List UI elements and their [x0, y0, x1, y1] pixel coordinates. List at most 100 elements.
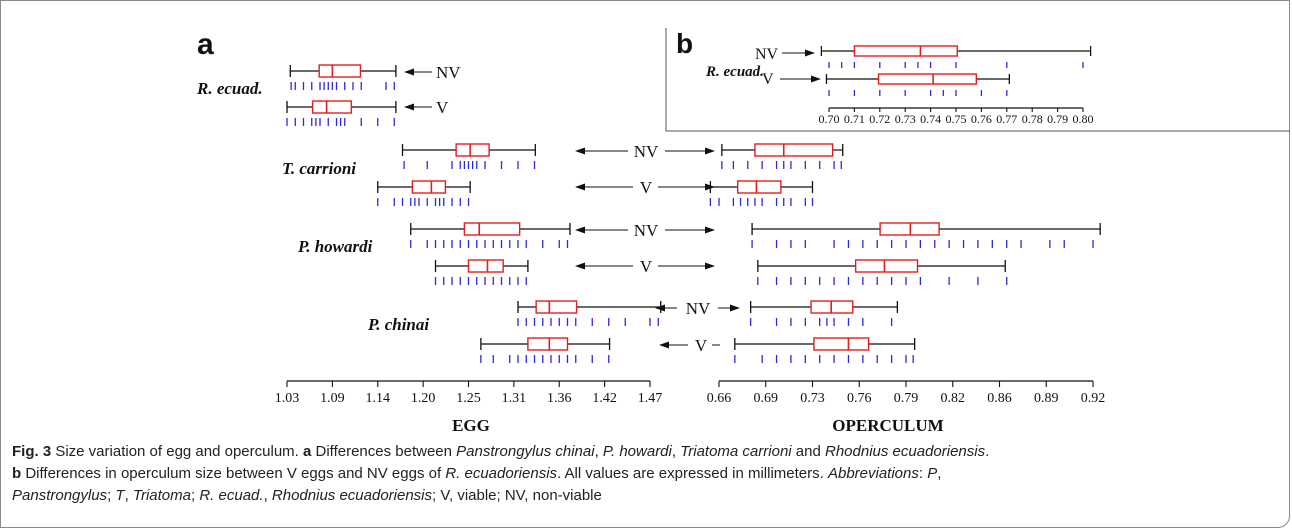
double-arrow-phowardi-nv: NV	[575, 221, 715, 240]
operculum-t-carrioni-nv-box	[754, 143, 834, 157]
caption-abbr: P	[927, 465, 938, 482]
caption-text: ;	[107, 487, 116, 504]
caption-text: . All values are expressed in millimeter…	[557, 465, 828, 482]
egg-tick-label-1-20: 1.20	[411, 391, 436, 406]
caption-text: ,	[937, 465, 942, 482]
caption-text: ,	[263, 487, 272, 504]
egg-tick-label-1-09: 1.09	[320, 391, 345, 406]
caption-abbr: T	[115, 487, 125, 504]
group-label-tcarrioni-v: V	[640, 178, 653, 197]
egg-tick-label-1-25: 1.25	[456, 391, 481, 406]
caption-abbreviations-label: Abbreviations	[827, 465, 919, 482]
panel-label-b: b	[676, 28, 693, 59]
caption-text: ,	[594, 443, 603, 460]
x-axis-label-egg: EGG	[452, 416, 490, 435]
caption-abbr: Panstrongylus	[12, 487, 108, 504]
caption-species: P. howardi	[602, 443, 672, 460]
egg-t-carrioni-nv-box	[455, 143, 490, 157]
caption-text: ,	[671, 443, 681, 460]
caption-abbr: Triatoma	[132, 487, 191, 504]
inset-tick-label-0-79: 0.79	[1047, 112, 1068, 126]
inset-tick-label-0-77: 0.77	[996, 112, 1017, 126]
x-axis-label-operculum: OPERCULUM	[832, 416, 943, 435]
group-label-pchinai-v: V	[695, 336, 708, 355]
inset-tick-label-0-78: 0.78	[1022, 112, 1043, 126]
inset-tick-label-0-80: 0.80	[1073, 112, 1094, 126]
species-label-p-chinai: P. chinai	[367, 315, 429, 334]
double-arrow-tcarrioni-nv: NV	[575, 142, 715, 161]
caption-text: and	[791, 443, 825, 460]
inset-arrow-nv: NV	[755, 46, 815, 63]
caption-text: ; V, viable; NV, non-viable	[432, 487, 602, 504]
egg-tick-label-1-14: 1.14	[366, 391, 391, 406]
operculum-tick-label-0-79: 0.79	[894, 391, 919, 406]
operculum-p-howardi-v-box	[854, 259, 919, 273]
caption-title: Size variation of egg and operculum.	[51, 443, 303, 460]
group-label-pchinai-nv: NV	[686, 299, 711, 318]
operculum-t-carrioni-v-box	[737, 180, 782, 194]
inset-tick-label-0-71: 0.71	[844, 112, 865, 126]
caption-text: Differences in operculum size between V …	[21, 465, 446, 482]
egg-p-chinai-v-box	[527, 337, 569, 351]
arrowhead-recuad-v	[404, 103, 414, 111]
group-label-phowardi-v: V	[640, 257, 653, 276]
figure-chart: a b R. ecuad. T. carrioni P. howardi P. …	[196, 28, 1290, 435]
group-label-phowardi-nv: NV	[634, 221, 659, 240]
species-label-t-carrioni: T. carrioni	[282, 159, 356, 178]
double-arrow-tcarrioni-v: V	[575, 178, 715, 197]
caption-species: R. ecuadoriensis	[445, 465, 558, 482]
group-label-tcarrioni-nv: NV	[634, 142, 659, 161]
caption-species: Triatoma carrioni	[680, 443, 792, 460]
inset-group-label-nv: NV	[755, 46, 779, 63]
caption-text: ;	[191, 487, 200, 504]
inset-r-ecuad-v-box	[877, 73, 978, 85]
operculum-tick-label-0-82: 0.82	[941, 391, 966, 406]
caption-species: Panstrongylus chinai	[456, 443, 595, 460]
operculum-tick-label-0-66: 0.66	[707, 391, 732, 406]
double-arrow-pchinai-nv: NV	[655, 299, 740, 318]
arrowhead-recuad-nv	[404, 68, 414, 76]
double-arrow-phowardi-v: V	[575, 257, 715, 276]
inset-arrow-v: V	[762, 71, 821, 88]
egg-tick-label-1-36: 1.36	[547, 391, 572, 406]
egg-p-howardi-nv-box	[463, 222, 521, 236]
figure-caption: Fig. 3 Size variation of egg and opercul…	[12, 441, 1280, 507]
caption-b-label: b	[12, 465, 22, 482]
species-label-r-ecuad: R. ecuad.	[196, 79, 263, 98]
species-label-inset: R. ecuad.	[705, 64, 764, 80]
caption-fig-label: Fig. 3	[12, 443, 52, 460]
group-label-recuad-nv: NV	[436, 63, 461, 82]
inset-tick-label-0-76: 0.76	[971, 112, 992, 126]
operculum-tick-label-0-76: 0.76	[847, 391, 872, 406]
species-label-p-howardi: P. howardi	[297, 237, 373, 256]
egg-p-chinai-nv-box	[535, 300, 578, 314]
arrow-pchinai-v: V	[659, 336, 720, 355]
egg-t-carrioni-v-box	[411, 180, 447, 194]
caption-text: ,	[124, 487, 133, 504]
egg-tick-label-1-31: 1.31	[502, 391, 527, 406]
caption-text: :	[918, 465, 928, 482]
caption-species: Rhodnius ecuadoriensis	[825, 443, 986, 460]
inset-tick-label-0-72: 0.72	[869, 112, 890, 126]
inset-r-ecuad-nv-box	[853, 45, 958, 57]
operculum-tick-label-0-89: 0.89	[1034, 391, 1059, 406]
egg-tick-label-1-42: 1.42	[592, 391, 617, 406]
operculum-tick-label-0-86: 0.86	[987, 391, 1012, 406]
caption-a-label: a	[303, 443, 312, 460]
caption-abbr: R. ecuad.	[199, 487, 264, 504]
panel-label-a: a	[197, 28, 214, 61]
caption-text: Differences between	[311, 443, 457, 460]
inset-tick-label-0-73: 0.73	[895, 112, 916, 126]
group-label-recuad-v: V	[436, 98, 449, 117]
operculum-tick-label-0-73: 0.73	[800, 391, 825, 406]
operculum-tick-label-0-92: 0.92	[1081, 391, 1106, 406]
operculum-tick-label-0-69: 0.69	[754, 391, 779, 406]
inset-tick-label-0-74: 0.74	[920, 112, 941, 126]
egg-tick-label-1-03: 1.03	[275, 391, 300, 406]
egg-tick-label-1-47: 1.47	[638, 391, 663, 406]
caption-text: .	[985, 443, 990, 460]
caption-abbr: Rhodnius ecuadoriensis	[271, 487, 433, 504]
egg-r-ecuad-v-box	[311, 100, 353, 114]
egg-r-ecuad-nv-box	[318, 64, 362, 78]
